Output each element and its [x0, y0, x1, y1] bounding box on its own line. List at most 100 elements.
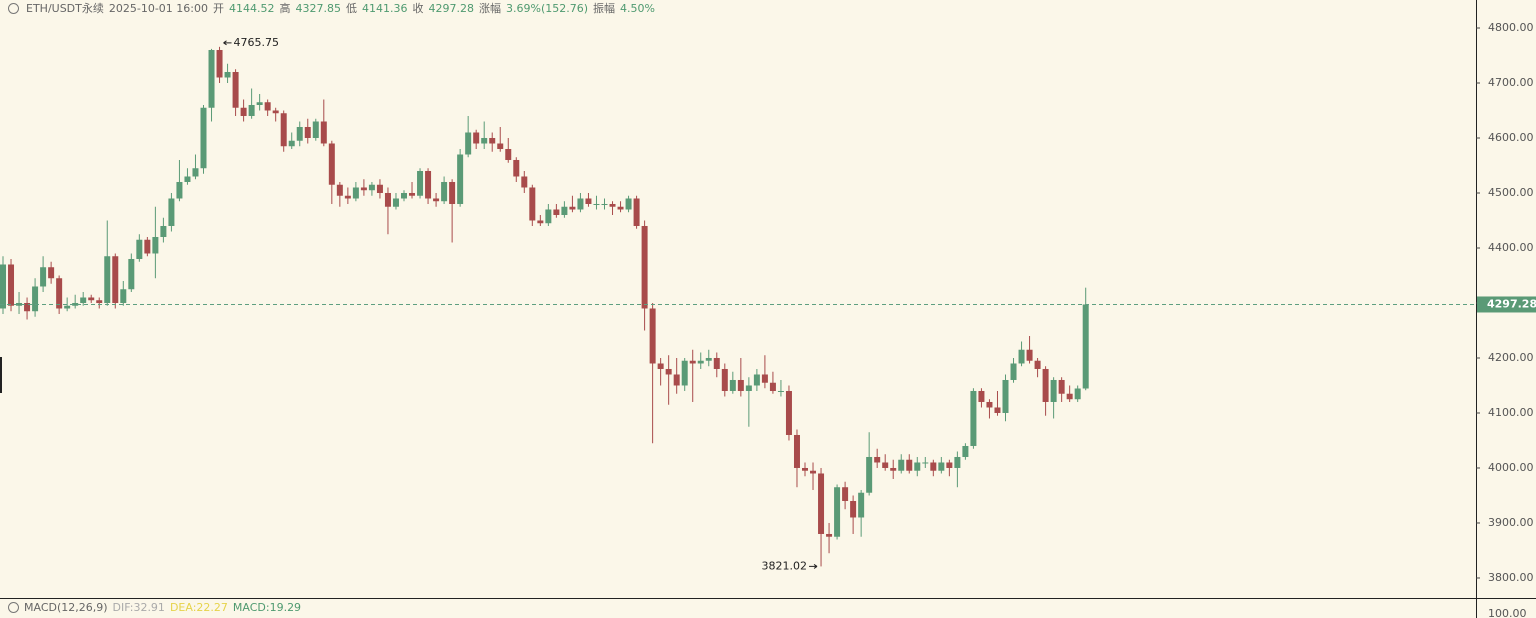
candle-body — [914, 462, 921, 471]
candle-body — [625, 198, 632, 210]
candle-body — [577, 198, 584, 210]
candle-body — [1034, 360, 1041, 369]
candle-body — [561, 206, 568, 215]
candle-body — [344, 195, 351, 199]
low-label: 低 — [346, 2, 357, 15]
candle-body — [88, 297, 95, 301]
candle-body — [1082, 304, 1089, 389]
candle-body — [882, 462, 889, 468]
min-label: 3821.02 — [762, 559, 808, 572]
high-value: 4327.85 — [295, 1, 342, 15]
header: ETH/USDT永续 2025-10-01 16:00 开 4144.52 高 43… — [8, 0, 655, 16]
candle-body — [593, 203, 600, 205]
candle-body — [176, 181, 183, 199]
collapse-icon[interactable] — [8, 2, 19, 14]
y-tick-label: 4000.00 — [1488, 461, 1534, 474]
macd-legend: MACD(12,26,9) DIF:32.91 DEA:22.27 MACD:1… — [8, 599, 301, 615]
candle-body — [1042, 368, 1049, 402]
candle-body — [946, 462, 953, 468]
y-tick-label: 4500.00 — [1488, 186, 1534, 199]
candle-body — [617, 206, 624, 210]
candle-body — [240, 107, 247, 116]
candle-body — [80, 297, 87, 303]
candle-body — [601, 203, 608, 205]
candle-body — [1010, 363, 1017, 380]
candle-body — [986, 401, 993, 408]
candle-body — [785, 390, 792, 435]
candle-body — [304, 126, 311, 138]
candle-body — [160, 225, 167, 237]
candle-body — [954, 456, 961, 468]
change-label: 涨幅 — [479, 2, 501, 15]
macd-axis-label: 100.00 — [1488, 607, 1527, 618]
candle-body — [280, 113, 287, 147]
last-price-box — [1477, 296, 1536, 313]
candle-body — [264, 102, 271, 111]
time: 2025-10-01 16:00 — [108, 1, 208, 15]
amplitude-value: 4.50% — [620, 1, 655, 15]
candle-body — [64, 305, 71, 309]
macd-value: MACD:19.29 — [232, 600, 302, 614]
candle-body — [384, 192, 391, 207]
candle-body — [272, 110, 279, 114]
candle-body — [633, 198, 640, 226]
low-value: 4141.36 — [362, 1, 408, 15]
candle-body — [457, 154, 464, 204]
candle-body — [352, 187, 359, 199]
candle-body — [1002, 379, 1009, 413]
candle-body — [288, 140, 295, 147]
candle-body — [8, 264, 15, 306]
candle-body — [56, 278, 63, 309]
candle-body — [1074, 388, 1081, 400]
amplitude-label: 振幅 — [593, 2, 616, 15]
candle-body — [401, 192, 407, 199]
candle-body — [922, 462, 929, 464]
candle-body — [128, 258, 135, 290]
candle-body — [200, 107, 207, 169]
candle-body — [529, 187, 536, 221]
candle-body — [649, 308, 656, 364]
candle-body — [545, 209, 552, 224]
candle-body — [673, 374, 680, 386]
candle-body — [481, 137, 488, 144]
close-value: 4297.28 — [428, 1, 475, 15]
candle-body — [1050, 379, 1057, 402]
y-tick-label: 4400.00 — [1488, 241, 1534, 254]
max-arrow — [223, 40, 232, 46]
candle-body — [232, 71, 239, 108]
candle-body — [553, 209, 560, 215]
candle-body — [810, 470, 817, 474]
candle-body — [850, 500, 857, 518]
y-tick-label: 4800.00 — [1488, 21, 1534, 34]
candle-body — [842, 487, 849, 501]
candle-body — [312, 121, 319, 138]
candle-body — [1066, 393, 1073, 400]
candle-body — [473, 132, 480, 144]
candle-body — [48, 267, 55, 279]
y-tick-label: 3800.00 — [1488, 571, 1534, 584]
candle-body — [0, 264, 6, 309]
candle-body — [112, 256, 119, 303]
candle-body — [40, 267, 47, 287]
candle-body — [521, 176, 528, 188]
candle-body — [360, 187, 367, 191]
candle-body — [802, 467, 808, 471]
candle-body — [609, 203, 616, 207]
candle-body — [657, 363, 664, 369]
high-label: 高 — [279, 2, 291, 15]
candle-body — [769, 382, 776, 391]
y-tick-label: 4600.00 — [1488, 131, 1534, 144]
candle-body — [417, 170, 424, 196]
scroll-handle — [0, 357, 2, 393]
candle-body — [465, 132, 472, 155]
open-label: 开 — [213, 2, 224, 15]
candle-body — [1026, 349, 1033, 361]
candle-body — [793, 434, 800, 468]
candle-body — [136, 239, 143, 259]
candle-body — [449, 181, 456, 204]
macd-title: MACD(12,26,9) — [24, 600, 108, 614]
collapse-icon[interactable] — [8, 601, 19, 613]
y-tick-label: 4700.00 — [1488, 76, 1534, 89]
candle-body — [761, 374, 768, 383]
candle-body — [994, 407, 1001, 413]
